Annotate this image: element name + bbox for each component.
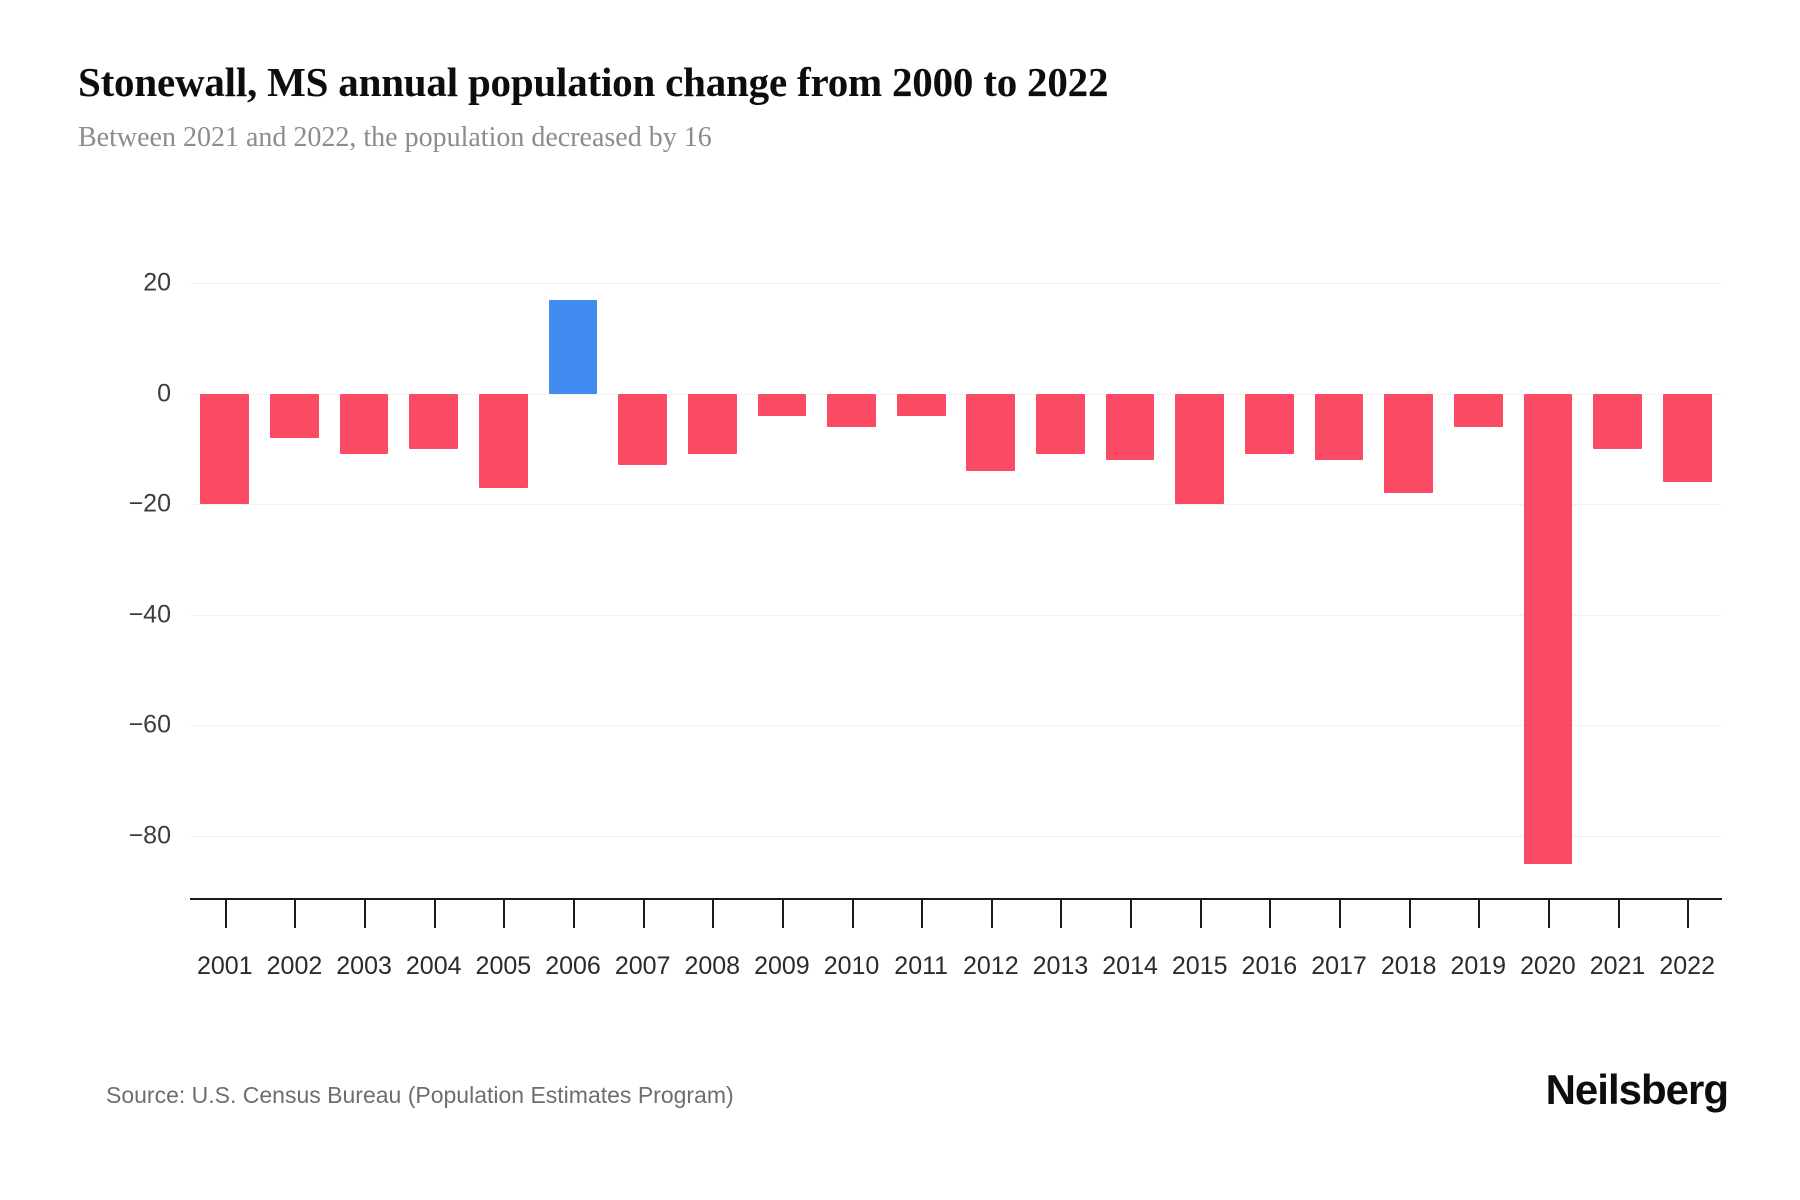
bar-2010[interactable] (827, 393, 876, 427)
x-tick-2008 (712, 900, 715, 928)
page-subtitle: Between 2021 and 2022, the population de… (78, 122, 712, 153)
bar-2009[interactable] (757, 393, 807, 416)
gridline--80 (190, 836, 1722, 837)
y-tick-label: −40 (128, 600, 171, 629)
x-tick-label-2015: 2015 (1171, 952, 1228, 980)
gridline--40 (190, 614, 1722, 616)
x-tick-label-2020: 2020 (1520, 952, 1576, 980)
x-tick-2006 (573, 900, 575, 928)
bar-2022[interactable] (1662, 393, 1712, 483)
bar-2014[interactable] (1105, 393, 1155, 460)
x-tick-2003 (364, 900, 367, 928)
x-tick-label-2010: 2010 (823, 952, 880, 980)
x-tick-label-2021: 2021 (1589, 952, 1646, 980)
y-tick-label: 20 (143, 268, 171, 297)
x-tick-label-2019: 2019 (1450, 952, 1507, 980)
x-tick-label-2003: 2003 (336, 952, 392, 980)
bar-2007[interactable] (618, 393, 667, 466)
x-tick-2002 (294, 900, 297, 928)
x-tick-2021 (1617, 900, 1620, 928)
gridline-20 (190, 283, 1722, 284)
x-tick-2015 (1199, 900, 1202, 928)
x-tick-2017 (1339, 900, 1341, 928)
source-note: Source: U.S. Census Bureau (Population E… (106, 1082, 734, 1108)
x-tick-2019 (1478, 900, 1481, 928)
y-tick-label: −20 (128, 489, 171, 518)
gridline--60 (190, 725, 1722, 727)
x-tick-2004 (433, 900, 436, 928)
bar-2017[interactable] (1314, 393, 1364, 460)
brand-logo: Neilsberg (1545, 1066, 1729, 1113)
x-tick-2018 (1408, 900, 1411, 928)
x-tick-2013 (1060, 900, 1063, 928)
x-tick-2011 (921, 900, 924, 928)
y-tick-label: 0 (157, 379, 171, 408)
bar-2019[interactable] (1453, 393, 1503, 427)
bar-2021[interactable] (1593, 393, 1642, 449)
gridline--20 (190, 504, 1722, 506)
x-tick-label-2011: 2011 (894, 952, 949, 980)
bar-2013[interactable] (1036, 393, 1085, 455)
x-tick-2010 (851, 900, 854, 928)
y-tick-label: −80 (128, 821, 171, 850)
bar-2020[interactable] (1523, 393, 1573, 864)
x-tick-2014 (1130, 900, 1133, 928)
x-tick-label-2013: 2013 (1032, 952, 1089, 980)
x-tick-label-2007: 2007 (614, 952, 671, 980)
x-tick-label-2012: 2012 (963, 952, 1019, 980)
x-tick-label-2001: 2001 (197, 952, 253, 980)
y-tick-label: −60 (128, 710, 171, 739)
x-tick-label-2018: 2018 (1380, 952, 1437, 980)
x-tick-2012 (990, 900, 993, 928)
bar-2001[interactable] (200, 393, 250, 505)
bar-2002[interactable] (270, 393, 319, 438)
x-tick-2009 (781, 900, 784, 928)
bar-2005[interactable] (478, 393, 528, 488)
bar-2016[interactable] (1244, 393, 1294, 455)
y-axis-labels: 20 0 −20 −40 −60 −80 (100, 0, 172, 1200)
bar-2003[interactable] (339, 393, 389, 455)
x-tick-2022 (1687, 900, 1690, 928)
bar-2006[interactable] (548, 299, 598, 394)
x-tick-label-2004: 2004 (405, 952, 462, 980)
x-tick-label-2022: 2022 (1659, 952, 1715, 980)
x-tick-label-2017: 2017 (1311, 952, 1367, 980)
x-tick-label-2002: 2002 (266, 952, 323, 980)
bar-series (190, 0, 1722, 1200)
plot-area (190, 283, 1722, 837)
x-tick-label-2006: 2006 (545, 952, 601, 980)
x-axis-line (190, 898, 1722, 900)
bar-2015[interactable] (1175, 393, 1225, 505)
bar-2011[interactable] (896, 393, 946, 416)
x-tick-2020 (1547, 900, 1550, 928)
x-tick-label-2016: 2016 (1241, 952, 1298, 980)
page-title: Stonewall, MS annual population change f… (78, 59, 1109, 105)
bar-2012[interactable] (966, 393, 1016, 471)
x-tick-2016 (1269, 900, 1272, 928)
bar-2004[interactable] (409, 393, 459, 449)
bar-2018[interactable] (1384, 393, 1433, 494)
x-tick-2007 (642, 900, 645, 928)
x-tick-label-2008: 2008 (684, 952, 741, 980)
x-tick-2005 (503, 900, 506, 928)
bar-2008[interactable] (687, 393, 737, 455)
x-tick-2001 (224, 900, 227, 928)
x-tick-label-2014: 2014 (1102, 952, 1158, 980)
x-tick-label-2009: 2009 (754, 952, 810, 980)
gridline-0 (190, 393, 1722, 395)
x-tick-label-2005: 2005 (475, 952, 532, 980)
